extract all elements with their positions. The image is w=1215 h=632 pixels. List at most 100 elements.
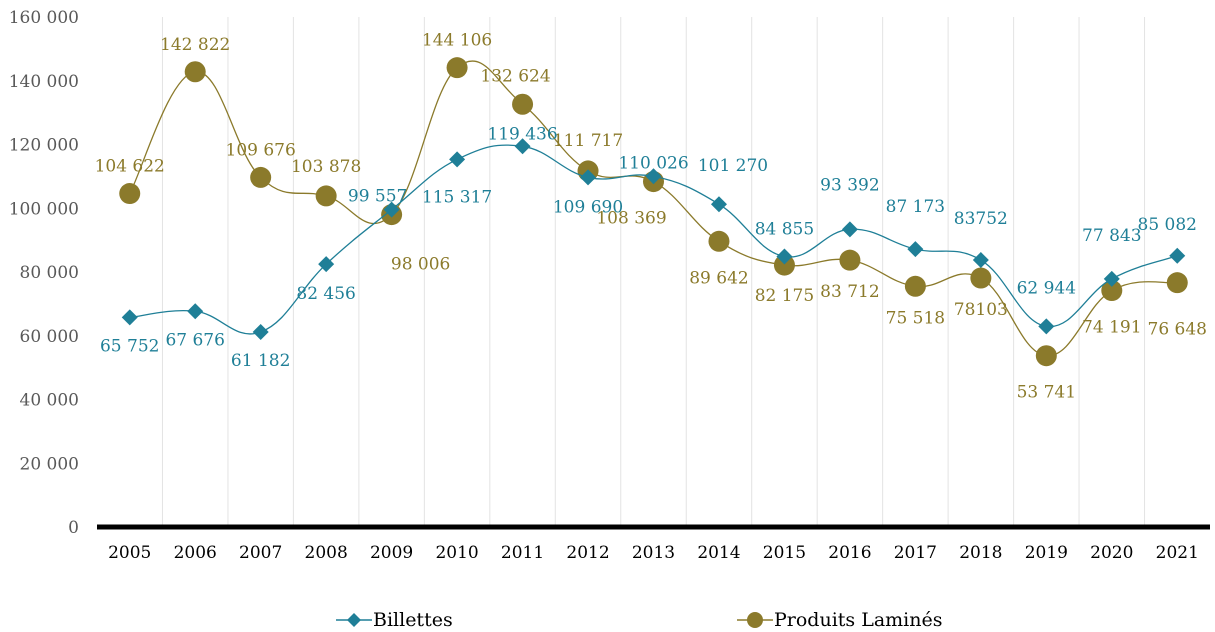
y-tick-label: 80 000	[20, 263, 79, 283]
series-lines	[119, 57, 1188, 367]
x-tick-label: 2010	[435, 543, 478, 563]
data-label-billettes: 84 855	[755, 220, 814, 240]
data-label-produits-lamines: 89 642	[689, 268, 748, 288]
data-point-produits-lamines	[119, 183, 141, 205]
x-tick-label: 2021	[1156, 543, 1199, 563]
legend-label-produits-lamines: Produits Laminés	[774, 609, 942, 631]
data-point-billettes	[972, 252, 989, 269]
data-point-billettes	[580, 169, 597, 186]
x-tick-label: 2012	[566, 543, 609, 563]
data-label-billettes: 62 944	[1017, 278, 1076, 298]
y-axis-ticks: 0 20 000 40 000 60 000 80 000 100 000 120 000 1…	[9, 8, 79, 538]
data-label-produits-lamines: 53 741	[1017, 383, 1076, 403]
y-tick-label: 140 000	[9, 72, 79, 92]
data-point-billettes	[318, 256, 335, 273]
x-tick-label: 2020	[1090, 543, 1133, 563]
data-point-produits-lamines	[184, 61, 206, 83]
legend-item-produits-lamines[interactable]: Produits Laminés	[737, 609, 942, 631]
x-tick-label: 2005	[108, 543, 151, 563]
y-tick-label: 40 000	[20, 391, 79, 411]
x-tick-label: 2015	[763, 543, 806, 563]
data-point-billettes	[1038, 318, 1055, 335]
data-point-produits-lamines	[315, 185, 337, 207]
data-label-produits-lamines: 74 191	[1082, 318, 1141, 338]
data-point-billettes	[1103, 270, 1120, 287]
data-label-produits-lamines: 83 712	[820, 282, 879, 302]
data-label-produits-lamines: 78103	[954, 300, 1008, 320]
data-label-produits-lamines: 98 006	[391, 255, 450, 275]
legend-item-billettes[interactable]: Billettes	[336, 609, 453, 631]
data-label-billettes: 99 557	[348, 187, 407, 207]
y-tick-label: 0	[68, 518, 79, 538]
data-label-billettes: 85 082	[1138, 215, 1197, 235]
x-tick-label: 2016	[828, 543, 871, 563]
x-tick-label: 2007	[239, 543, 282, 563]
data-point-produits-lamines	[1166, 272, 1188, 294]
data-label-billettes: 87 173	[886, 197, 945, 217]
data-label-produits-lamines: 142 822	[160, 35, 230, 55]
data-point-produits-lamines	[773, 254, 795, 276]
data-label-billettes: 115 317	[422, 187, 492, 207]
legend: Billettes Produits Laminés	[336, 609, 942, 631]
data-point-billettes	[383, 201, 400, 218]
x-tick-label: 2014	[697, 543, 740, 563]
series-line-produits-lamines	[129, 60, 1178, 357]
data-point-billettes	[252, 323, 269, 340]
x-tick-label: 2011	[501, 543, 544, 563]
data-point-produits-lamines	[970, 267, 992, 289]
data-point-produits-lamines	[1101, 280, 1123, 302]
data-label-produits-lamines: 104 622	[95, 157, 165, 177]
data-point-billettes	[776, 248, 793, 265]
data-label-billettes: 109 690	[553, 197, 623, 217]
data-label-billettes: 82 456	[296, 284, 355, 304]
legend-marker-billettes	[347, 613, 361, 627]
data-point-billettes	[514, 138, 531, 155]
vertical-gridlines	[161, 17, 1146, 527]
x-tick-label: 2009	[370, 543, 413, 563]
data-point-produits-lamines	[904, 275, 926, 297]
y-tick-label: 160 000	[9, 8, 79, 28]
x-tick-label: 2019	[1025, 543, 1068, 563]
data-point-billettes	[187, 303, 204, 320]
data-point-billettes	[449, 151, 466, 168]
data-point-produits-lamines	[839, 249, 861, 271]
data-label-produits-lamines: 76 648	[1148, 320, 1207, 340]
x-axis-ticks: 2005 2006 2007 2008 2009 2010 2011 2012 2013 2014…	[108, 543, 1199, 563]
data-point-produits-lamines	[250, 166, 272, 188]
data-label-billettes: 119 436	[487, 124, 557, 144]
data-label-billettes: 110 026	[618, 153, 688, 173]
x-tick-label: 2013	[632, 543, 675, 563]
data-label-produits-lamines: 132 624	[480, 66, 550, 86]
data-label-produits-lamines: 111 717	[553, 131, 623, 151]
y-tick-label: 120 000	[9, 136, 79, 156]
y-tick-label: 60 000	[20, 327, 79, 347]
data-point-billettes	[121, 309, 138, 326]
data-label-billettes: 61 182	[231, 351, 290, 371]
data-label-billettes: 67 676	[165, 330, 224, 350]
data-point-produits-lamines	[512, 93, 534, 115]
data-label-produits-lamines: 75 518	[886, 308, 945, 328]
data-point-produits-lamines	[1035, 345, 1057, 367]
data-point-billettes	[710, 196, 727, 213]
data-label-produits-lamines: 109 676	[226, 140, 296, 160]
data-point-produits-lamines	[446, 57, 468, 79]
y-tick-label: 100 000	[9, 199, 79, 219]
legend-label-billettes: Billettes	[373, 609, 453, 631]
data-point-billettes	[841, 221, 858, 238]
data-point-billettes	[1169, 247, 1186, 264]
x-tick-label: 2017	[894, 543, 937, 563]
x-tick-label: 2006	[174, 543, 217, 563]
x-tick-label: 2008	[305, 543, 348, 563]
data-label-billettes: 83752	[954, 209, 1008, 229]
x-tick-label: 2018	[959, 543, 1002, 563]
data-label-produits-lamines: 103 878	[291, 157, 361, 177]
data-point-produits-lamines	[708, 230, 730, 252]
data-label-billettes: 101 270	[698, 156, 768, 176]
data-label-produits-lamines: 144 106	[422, 31, 492, 51]
y-tick-label: 20 000	[20, 454, 79, 474]
data-label-produits-lamines: 108 369	[596, 209, 666, 229]
data-label-produits-lamines: 82 175	[755, 286, 814, 306]
data-point-billettes	[907, 241, 924, 258]
data-label-billettes: 77 843	[1082, 226, 1141, 246]
